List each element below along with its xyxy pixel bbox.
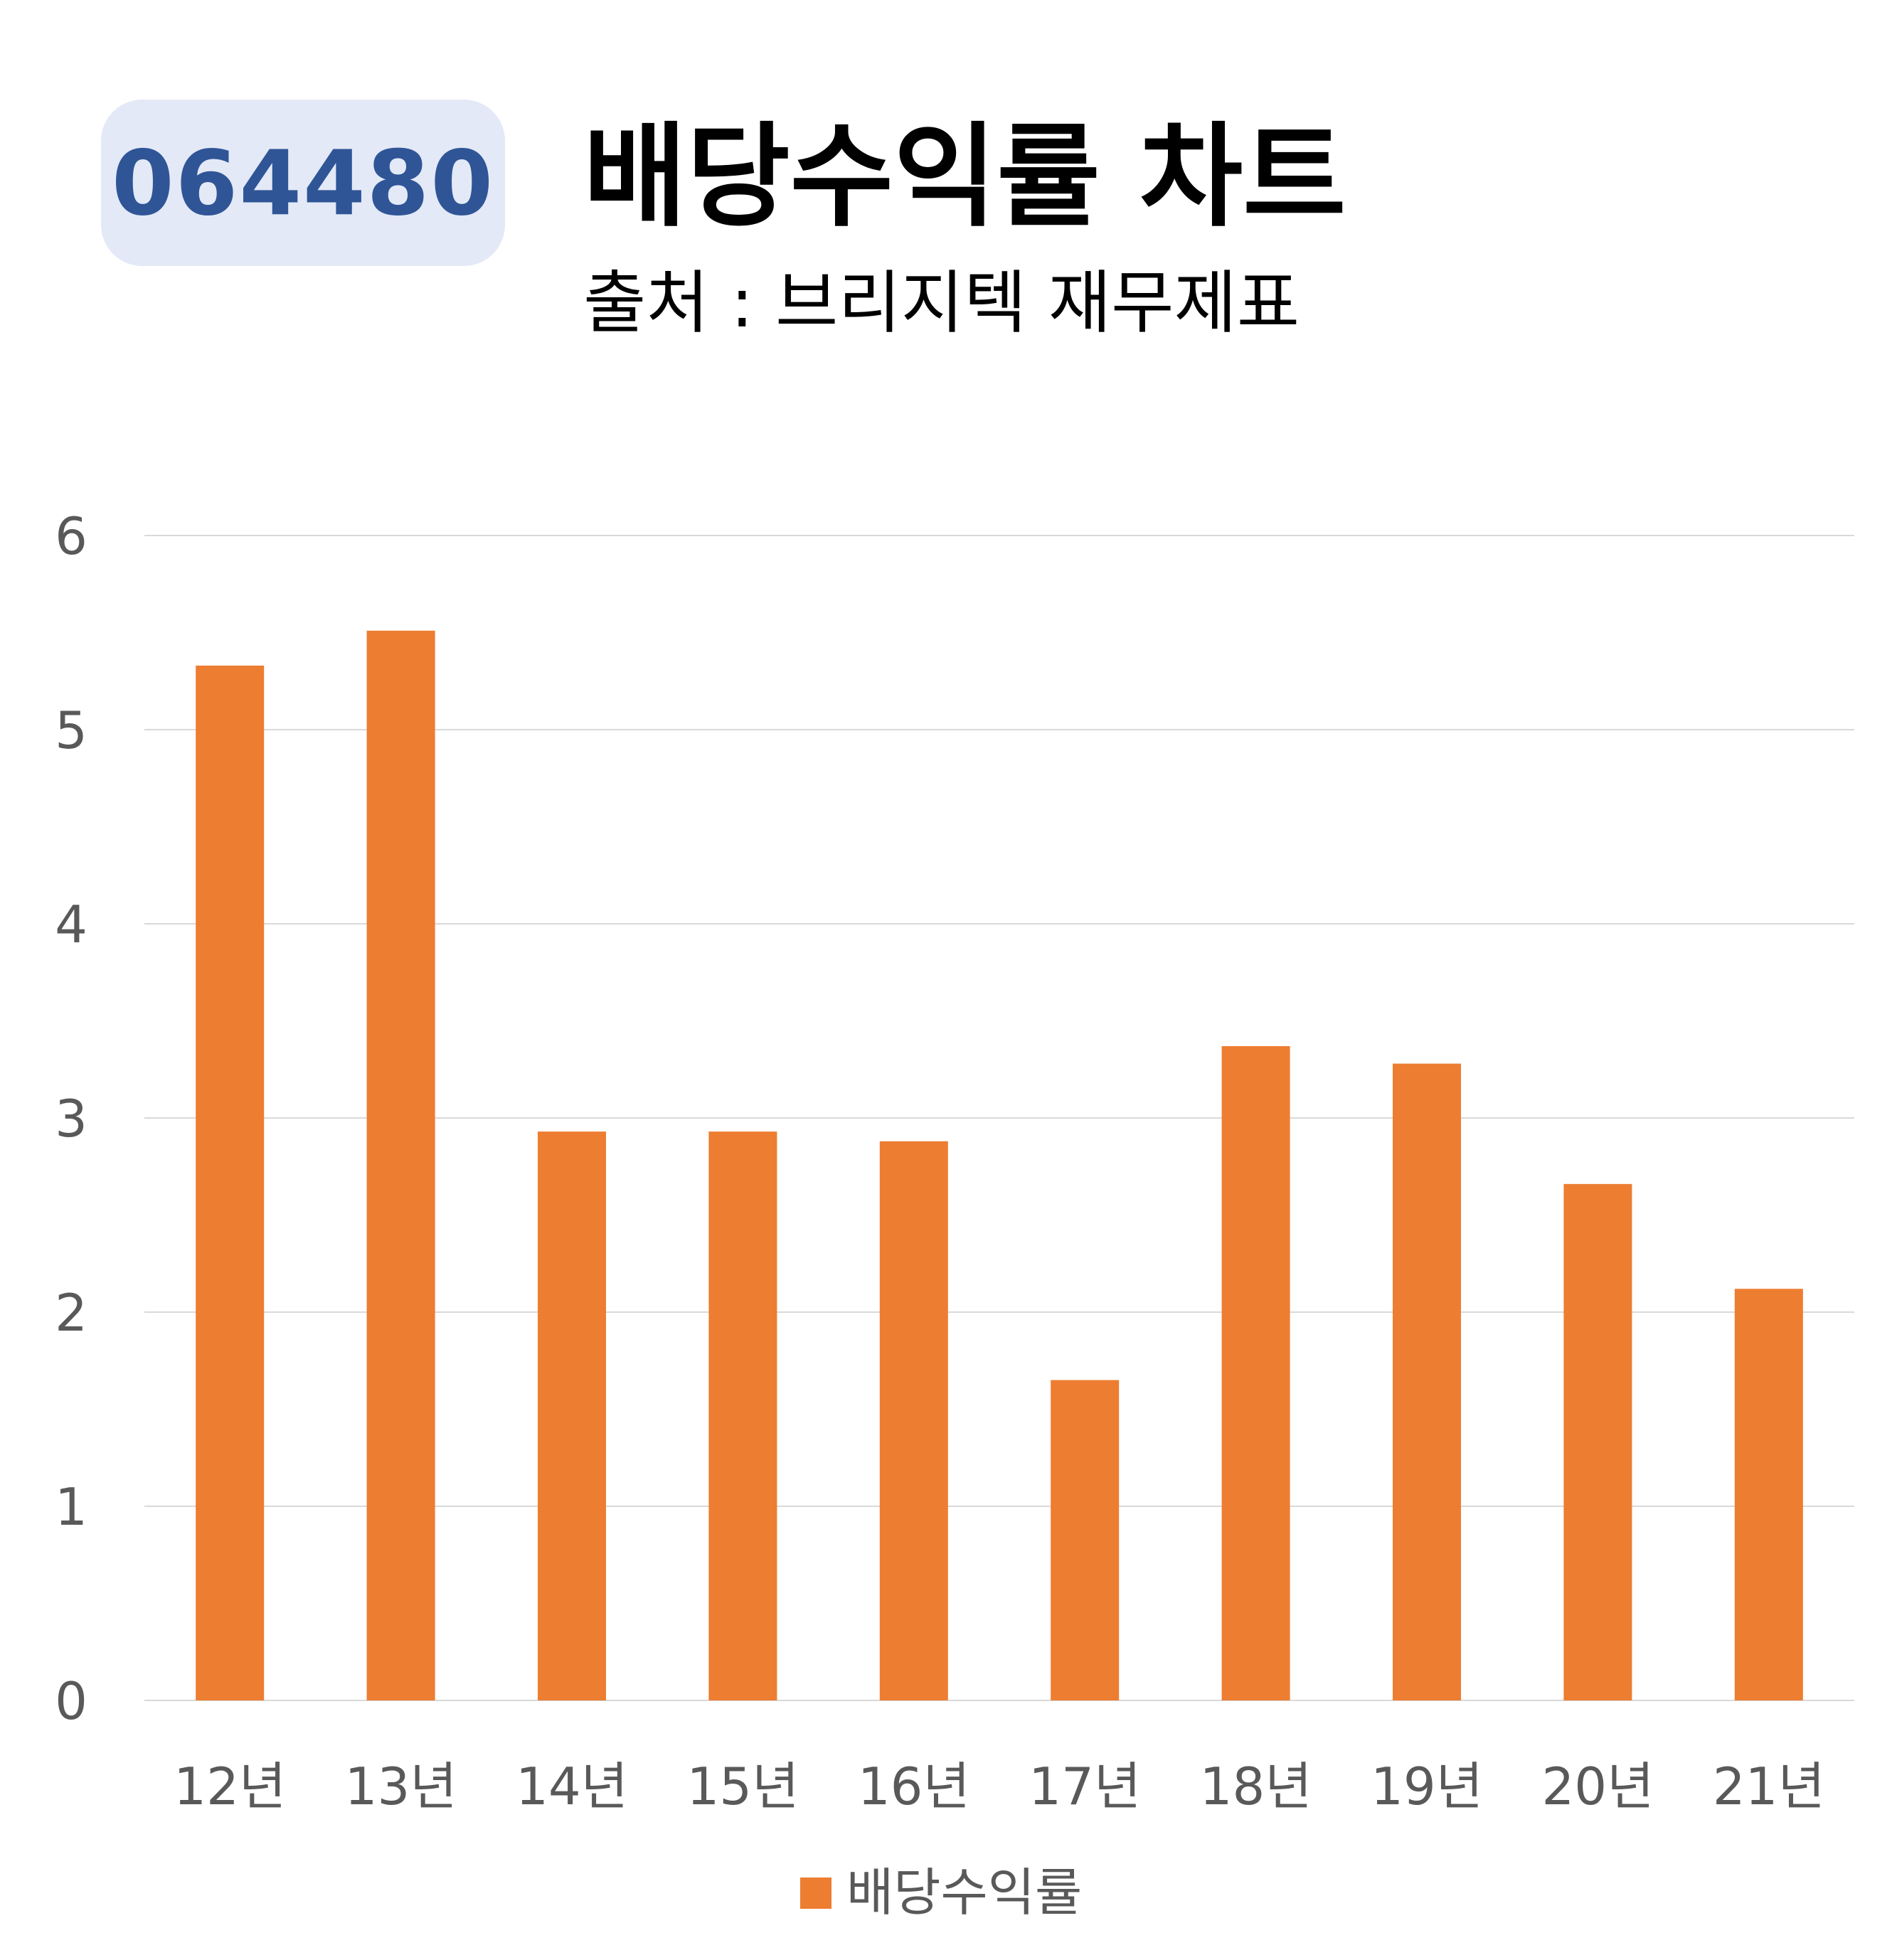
legend-swatch: [800, 1878, 831, 1909]
y-tick-label: 6: [55, 506, 87, 566]
bar-19년: [1393, 1063, 1461, 1700]
y-axis-ticks: 0 1 2 3 4 5 6: [55, 506, 87, 1731]
bar-14년: [538, 1131, 606, 1700]
x-axis-ticks: 12년 13년 14년 15년 16년 17년 18년 19년 20년 21년: [174, 1757, 1824, 1816]
bar-16년: [879, 1141, 948, 1700]
bar-20년: [1563, 1183, 1632, 1700]
x-tick-label: 20년: [1541, 1757, 1654, 1816]
y-tick-label: 4: [55, 895, 87, 954]
x-tick-label: 17년: [1029, 1757, 1141, 1816]
x-tick-label: 13년: [345, 1757, 457, 1816]
x-tick-label: 15년: [686, 1757, 799, 1816]
legend-label: 배당수익률: [846, 1863, 1082, 1922]
x-tick-label: 21년: [1713, 1757, 1825, 1816]
bar-15년: [708, 1131, 777, 1700]
bar-17년: [1051, 1380, 1120, 1700]
chart-title: 배당수익률 차트: [583, 112, 1346, 243]
x-tick-label: 16년: [858, 1757, 970, 1816]
y-tick-label: 0: [55, 1671, 87, 1731]
y-tick-label: 5: [55, 701, 87, 760]
stock-code-badge: 064480: [101, 100, 505, 266]
bar-12년: [196, 665, 265, 1701]
x-tick-label: 18년: [1200, 1757, 1312, 1816]
x-tick-label: 14년: [516, 1757, 628, 1816]
chart-subtitle: 출처 : 브리지텍 재무제표: [583, 263, 1300, 343]
legend: 배당수익률: [800, 1863, 1082, 1922]
y-tick-label: 3: [55, 1089, 87, 1149]
x-tick-label: 19년: [1371, 1757, 1483, 1816]
y-tick-label: 2: [55, 1283, 87, 1343]
bar-21년: [1734, 1289, 1803, 1700]
y-tick-label: 1: [55, 1477, 87, 1537]
bar-13년: [366, 630, 435, 1700]
x-tick-label: 12년: [174, 1757, 286, 1816]
bars: [196, 630, 1803, 1701]
bar-18년: [1221, 1045, 1290, 1700]
